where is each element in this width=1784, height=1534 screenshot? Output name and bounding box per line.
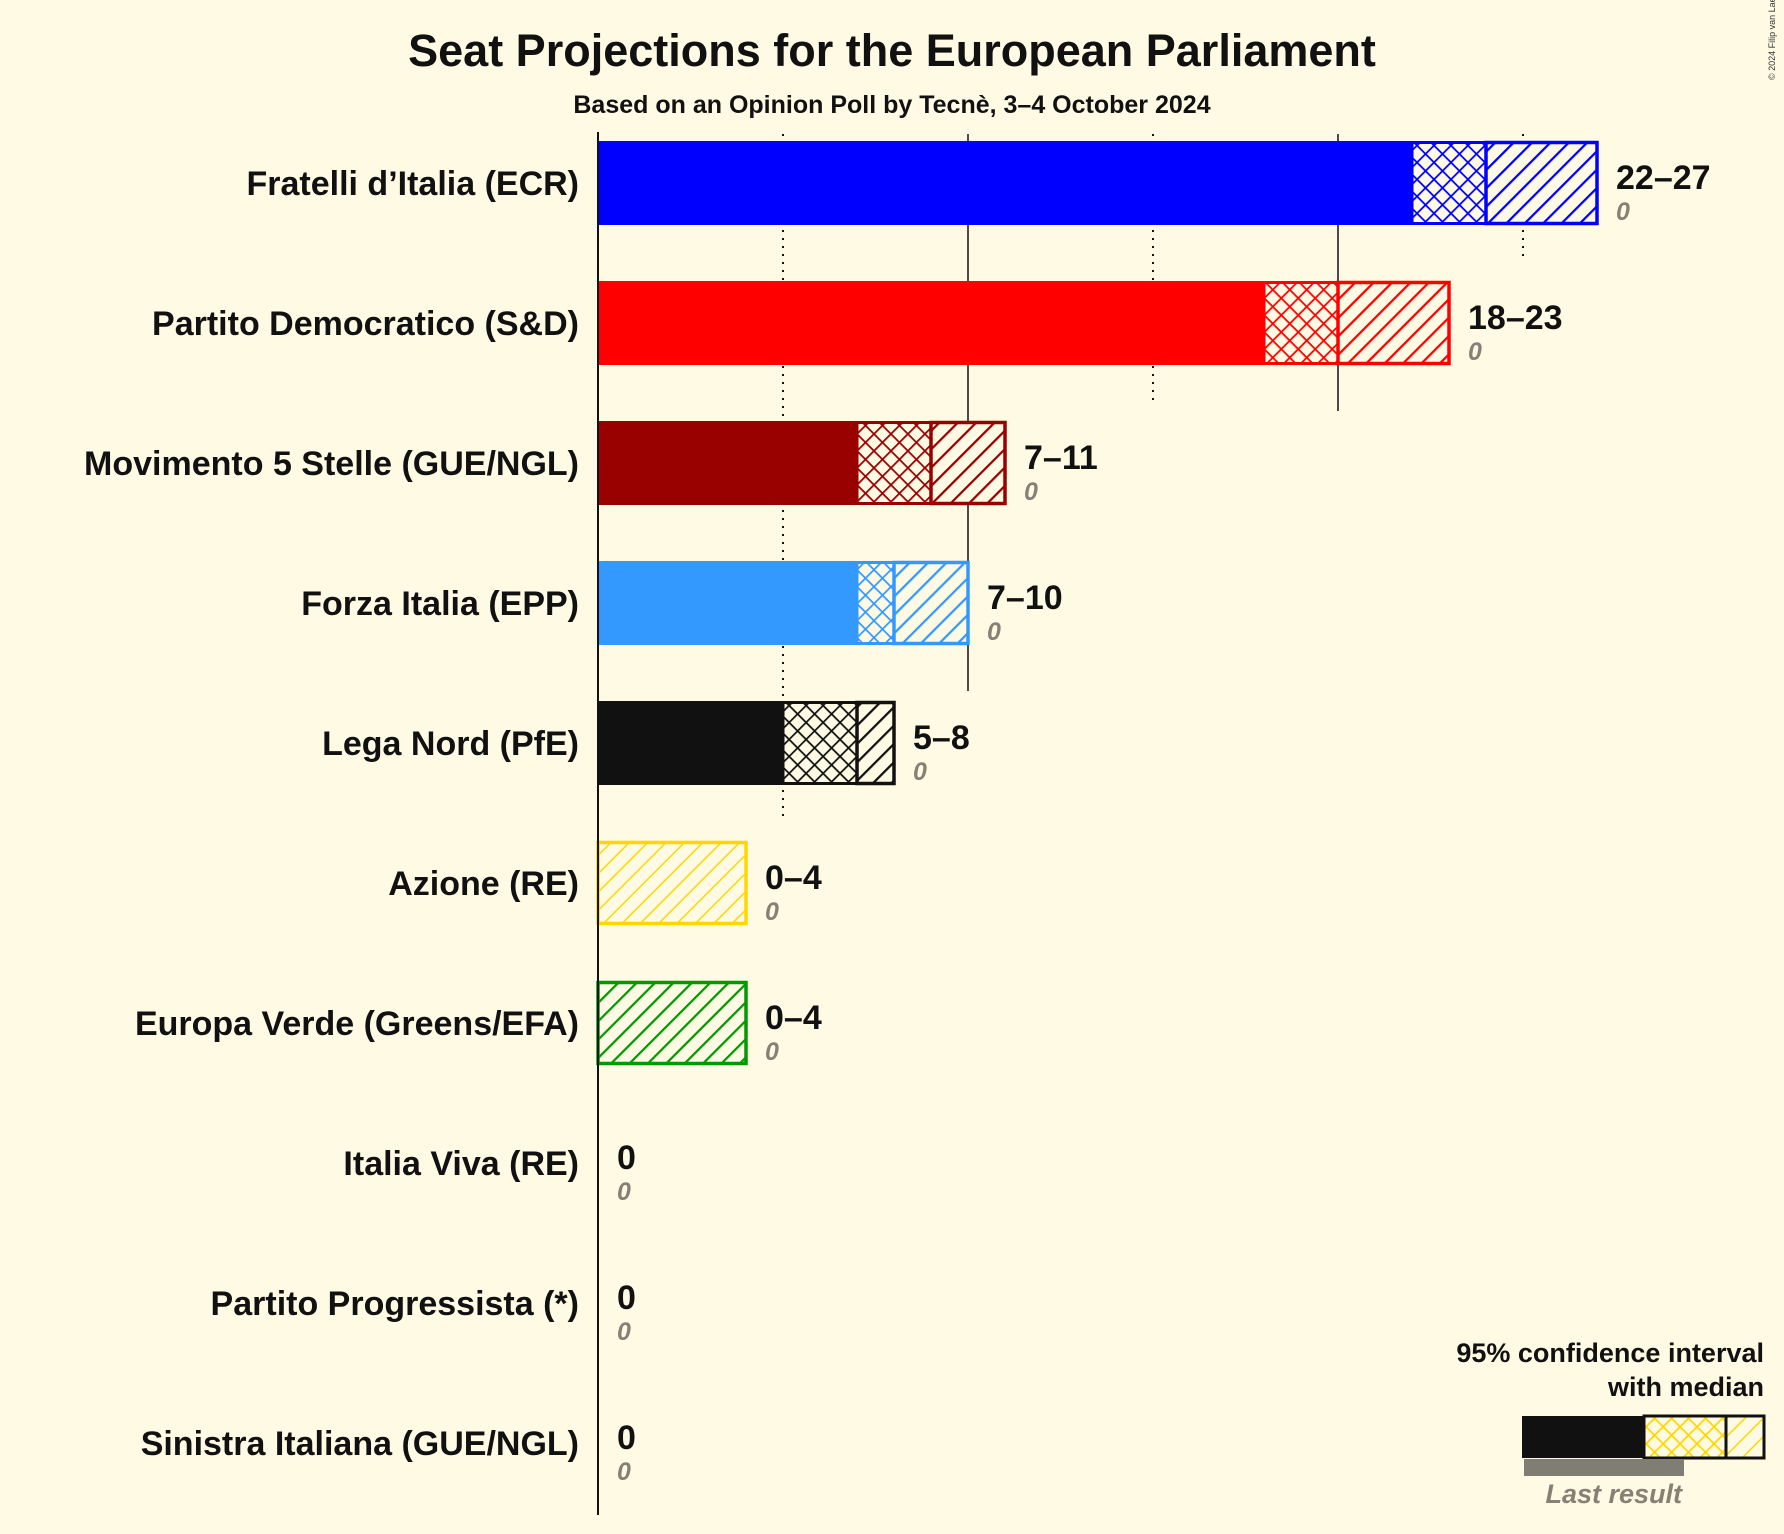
last-result-label: 0 [617,1178,631,1206]
bar-upper-hatch [929,420,1007,506]
bar-median-crosshatch [781,701,859,785]
range-label: 0–4 [765,999,822,1037]
party-row: Lega Nord (PfE) 5–80 [322,700,970,786]
range-label: 7–10 [987,579,1063,617]
last-result-label: 0 [617,1318,631,1346]
bar-solid [598,561,857,645]
range-label: 7–11 [1024,439,1098,477]
party-label: Azione (RE) [388,865,579,903]
chart-subtitle: Based on an Opinion Poll by Tecnè, 3–4 O… [573,91,1210,119]
last-result-label: 0 [617,1458,631,1486]
legend: 95% confidence interval with median Last… [1456,1338,1766,1509]
bar-upper-hatch [596,840,748,926]
bar-solid [598,141,1412,225]
party-label: Europa Verde (Greens/EFA) [135,1005,579,1043]
bar-median-crosshatch [1262,281,1340,365]
last-result-label: 0 [1468,338,1482,366]
party-label: Movimento 5 Stelle (GUE/NGL) [84,445,579,483]
range-label: 22–27 [1616,159,1711,197]
legend-line1: 95% confidence interval [1456,1338,1764,1368]
party-row: Italia Viva (RE) 00 [343,1139,636,1206]
party-label: Forza Italia (EPP) [301,585,579,623]
legend-crosshatch [1642,1414,1728,1460]
bar-upper-hatch [855,700,896,786]
range-label: 5–8 [913,719,970,757]
legend-last-result-bar [1524,1459,1684,1476]
party-row: Fratelli d’Italia (ECR) 22–270 [247,140,1711,226]
last-result-label: 0 [1616,198,1630,226]
range-label: 0 [617,1139,636,1177]
range-label: 0 [617,1279,636,1317]
party-label: Lega Nord (PfE) [322,725,579,763]
range-label: 0 [617,1419,636,1457]
chart-title: Seat Projections for the European Parlia… [408,25,1376,76]
range-label: 18–23 [1468,299,1563,337]
last-result-label: 0 [1024,478,1038,506]
last-result-label: 0 [913,758,927,786]
bar-upper-hatch [1484,140,1599,226]
party-row: Partito Democratico (S&D) 18–230 [152,280,1563,366]
copyright-notice: © 2024 Filip van Laenen [1767,0,1777,80]
bar-solid [598,701,783,785]
party-row: Sinistra Italiana (GUE/NGL) 00 [141,1419,636,1486]
legend-solid [1522,1416,1644,1458]
party-row: Movimento 5 Stelle (GUE/NGL) 7–110 [84,420,1098,506]
party-row: Europa Verde (Greens/EFA) 0–40 [135,980,822,1066]
party-label: Italia Viva (RE) [343,1145,579,1183]
party-row: Azione (RE) 0–40 [388,840,822,926]
bar-upper-hatch [892,560,970,646]
last-result-label: 0 [987,618,1001,646]
legend-hatch [1724,1414,1766,1460]
legend-line2: with median [1607,1372,1764,1402]
party-label: Partito Progressista (*) [211,1285,579,1323]
bar-solid [598,421,857,505]
party-label: Fratelli d’Italia (ECR) [247,165,580,203]
party-label: Sinistra Italiana (GUE/NGL) [141,1425,579,1463]
bar-upper-hatch [1336,280,1451,366]
last-result-label: 0 [765,898,779,926]
party-label: Partito Democratico (S&D) [152,305,579,343]
range-label: 0–4 [765,859,822,897]
bar-median-crosshatch [855,561,896,645]
party-row: Forza Italia (EPP) 7–100 [301,560,1063,646]
legend-last-result-label: Last result [1545,1479,1683,1509]
bar-solid [598,281,1264,365]
last-result-label: 0 [765,1038,779,1066]
bar-median-crosshatch [1410,141,1488,225]
bar-median-crosshatch [855,421,933,505]
party-row: Partito Progressista (*) 00 [211,1279,636,1346]
bar-upper-hatch [596,980,748,1066]
